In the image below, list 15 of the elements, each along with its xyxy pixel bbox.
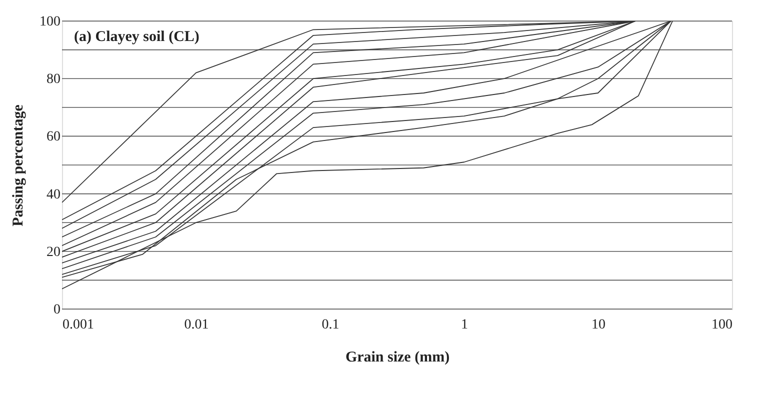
x-tick-label: 1 <box>461 318 468 332</box>
x-tick-label: 10 <box>592 318 606 332</box>
x-tick-label: 0.001 <box>62 318 94 332</box>
y-axis-title: Passing percentage <box>10 104 26 226</box>
annotation: (a) Clayey soil (CL) <box>74 29 200 45</box>
y-tick-label: 80 <box>46 72 60 88</box>
x-tick-label: 100 <box>712 318 732 332</box>
y-tick-label: 60 <box>46 130 60 145</box>
y-tick-label: 0 <box>54 302 60 318</box>
y-tick-label: 40 <box>46 187 60 202</box>
x-tick-label: 0.1 <box>322 318 340 332</box>
y-tick-label: 100 <box>40 14 60 30</box>
x-axis-title: Grain size (mm) <box>345 350 450 366</box>
y-tick-label: 20 <box>46 244 60 260</box>
x-tick-label: 0.01 <box>184 318 209 332</box>
